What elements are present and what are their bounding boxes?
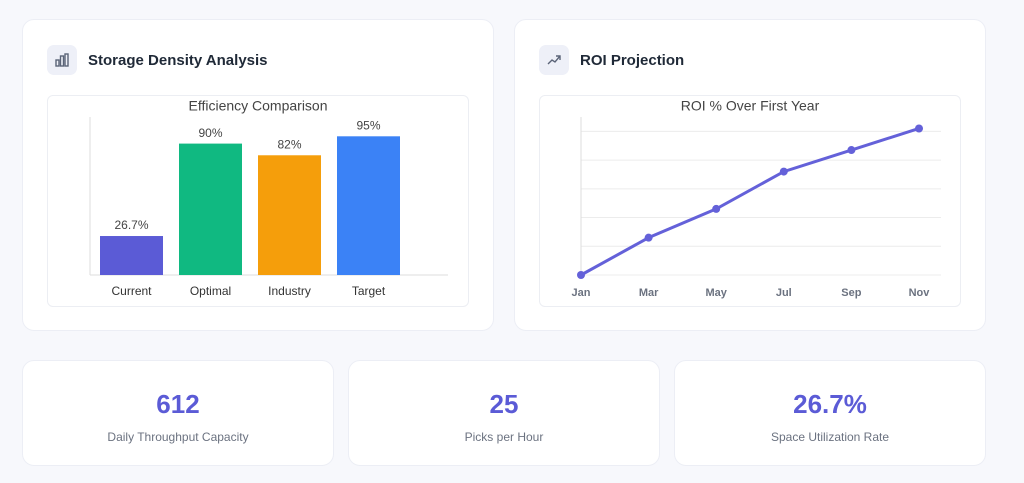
stat-card: 25 Picks per Hour — [348, 360, 660, 466]
stat-value: 612 — [156, 389, 200, 419]
card-header: ROI Projection — [539, 45, 684, 75]
density-card: Storage Density Analysis Efficiency Comp… — [22, 19, 494, 331]
line-chart: ROI % Over First Year Jan Mar May Jul Sep Nov — [572, 98, 941, 299]
roi-card: ROI Projection ROI % Over First Year Jan M… — [514, 19, 986, 331]
x-tick-label: Mar — [639, 287, 659, 299]
card-title: ROI Projection — [580, 51, 685, 69]
stat-value: 26.7% — [793, 389, 867, 419]
bar — [258, 155, 321, 275]
point — [644, 233, 653, 242]
stat-label: Space Utilization Rate — [770, 430, 890, 444]
bar — [179, 143, 242, 275]
icon-glyph — [547, 55, 561, 65]
icon-glyph — [55, 53, 69, 67]
point — [577, 271, 585, 279]
value-label: 95% — [356, 118, 380, 132]
card-header: Storage Density Analysis — [47, 45, 268, 75]
x-tick-label: Target — [352, 284, 386, 298]
stat-card: 612 Daily Throughput Capacity — [22, 360, 334, 466]
x-tick-label: Current — [111, 284, 152, 298]
stat-label: Picks per Hour — [464, 430, 544, 444]
x-tick-label: Optimal — [190, 284, 231, 298]
card-title: Storage Density Analysis — [88, 51, 268, 69]
chart-title: Efficiency Comparison — [188, 98, 327, 114]
line — [580, 127, 920, 277]
x-tick-label: Industry — [268, 284, 311, 298]
point — [779, 167, 788, 176]
point — [847, 146, 856, 155]
value-label: 82% — [277, 137, 301, 151]
bar-icon — [47, 45, 77, 75]
x-tick-label: Jan — [572, 287, 591, 299]
chart-title: ROI % Over First Year — [681, 98, 820, 114]
chart-frame: ROI % Over First Year Jan Mar May Jul Sep Nov — [539, 95, 961, 307]
point — [712, 204, 721, 213]
stat-card: 26.7% Space Utilization Rate — [674, 360, 986, 466]
point — [915, 124, 923, 133]
stat-label: Daily Throughput Capacity — [107, 430, 249, 444]
bar — [337, 136, 400, 275]
bar-chart: Efficiency Comparison 26.7% Current 90% Opti… — [89, 98, 448, 298]
trend-icon — [539, 45, 569, 75]
x-tick-label: Sep — [841, 287, 861, 299]
x-tick-label: May — [705, 287, 727, 299]
bar — [100, 236, 163, 275]
chart-frame: Efficiency Comparison 26.7% Current 90% Opti… — [47, 95, 469, 307]
value-label: 90% — [198, 126, 222, 140]
x-tick-label: Jul — [776, 287, 792, 299]
x-tick-label: Nov — [909, 287, 931, 299]
value-label: 26.7% — [114, 218, 148, 232]
stat-value: 25 — [489, 389, 519, 419]
